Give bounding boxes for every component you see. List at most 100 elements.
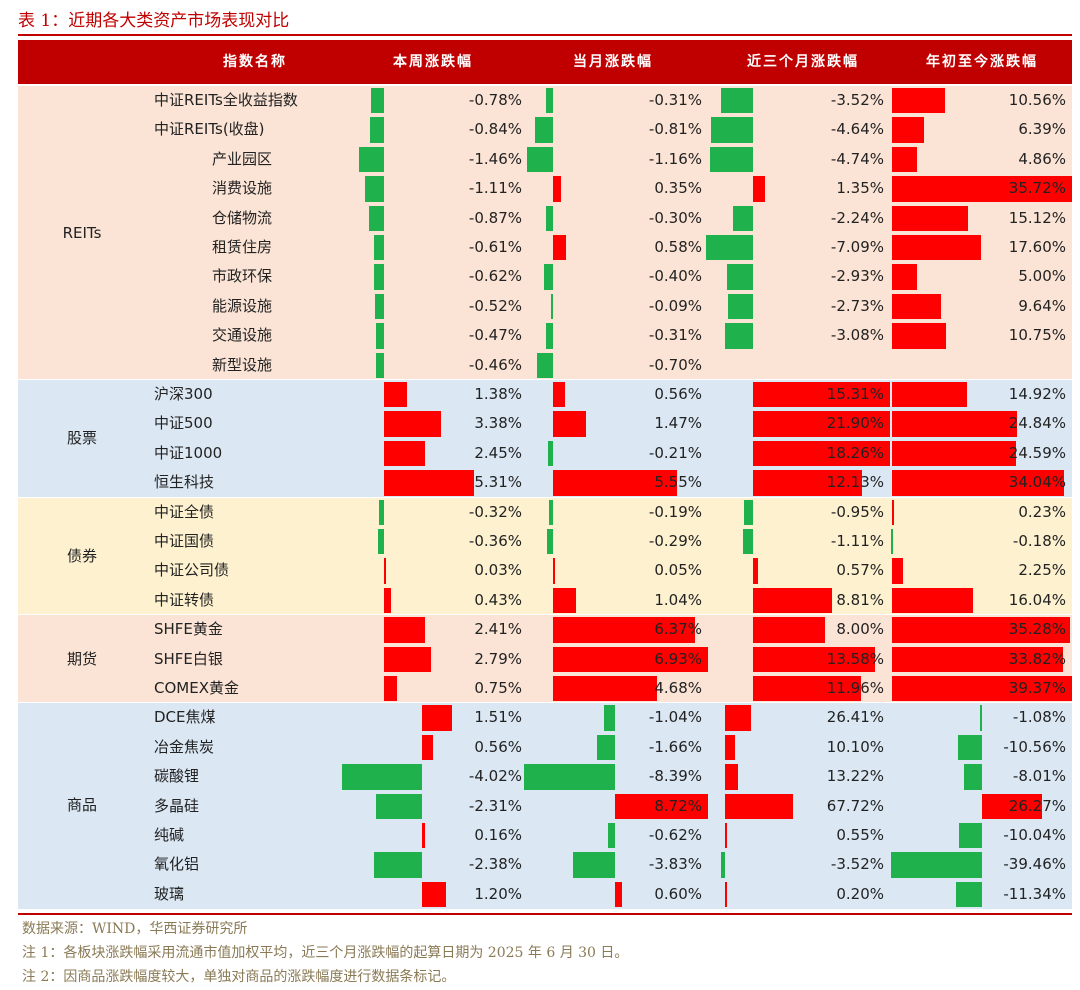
data-bar-month bbox=[534, 117, 553, 143]
value-m3: -3.08% bbox=[830, 326, 884, 345]
data-bar-m3 bbox=[744, 499, 753, 525]
data-bar-m3 bbox=[710, 146, 753, 173]
table-row: 中证REITs(收盘) -0.84% -0.81% -4.64% 6.39% bbox=[18, 115, 1072, 144]
value-m3: 0.20% bbox=[836, 884, 884, 903]
data-bar-month bbox=[553, 176, 561, 202]
index-name: 中证500 bbox=[154, 414, 213, 433]
value-month: -0.70% bbox=[648, 355, 702, 374]
value-m3: -2.24% bbox=[830, 208, 884, 227]
index-name: 中证公司债 bbox=[154, 561, 230, 580]
data-bar-month bbox=[523, 764, 615, 790]
data-bar-m3 bbox=[753, 470, 863, 496]
group-label: REITs bbox=[62, 224, 102, 242]
value-ytd: -1.08% bbox=[1012, 708, 1066, 727]
data-bar-month bbox=[553, 382, 566, 408]
value-week: -0.87% bbox=[468, 208, 522, 227]
index-name: 产业园区 bbox=[212, 149, 273, 168]
data-bar-week bbox=[384, 587, 392, 614]
data-bar-ytd bbox=[892, 617, 1071, 643]
data-bar-m3 bbox=[725, 734, 736, 761]
table-row: 能源设施 -0.52% -0.09% -2.73% 9.64% bbox=[18, 292, 1072, 321]
data-bar-month bbox=[603, 705, 615, 731]
data-bar-week bbox=[373, 264, 384, 290]
table-row: 租赁住房 -0.61% 0.58% -7.09% 17.60% bbox=[18, 233, 1072, 262]
value-month: 1.47% bbox=[654, 414, 702, 433]
data-bar-m3 bbox=[725, 881, 727, 908]
data-bar-m3 bbox=[753, 646, 876, 672]
value-month: -0.31% bbox=[648, 91, 702, 109]
data-bar-week bbox=[365, 176, 384, 202]
value-week: 0.56% bbox=[474, 737, 522, 756]
value-ytd: 26.27% bbox=[1008, 796, 1066, 815]
table-row: 中证转债 0.43% 1.04% 8.81% 16.04% bbox=[18, 586, 1072, 615]
value-ytd: -0.18% bbox=[1012, 532, 1066, 550]
value-m3: -3.52% bbox=[830, 855, 884, 874]
value-m3: -4.64% bbox=[830, 120, 884, 139]
value-month: -0.30% bbox=[648, 208, 702, 227]
data-bar-week bbox=[422, 705, 453, 731]
value-ytd: 0.23% bbox=[1018, 502, 1066, 521]
data-bar-month bbox=[608, 823, 615, 849]
table-row: 恒生科技 5.31% 5.55% 12.13% 34.04% bbox=[18, 468, 1072, 497]
data-bar-month bbox=[548, 440, 553, 467]
table-row: 中证1000 2.45% -0.21% 18.26% 24.59% bbox=[18, 439, 1072, 468]
index-name: 消费设施 bbox=[212, 179, 273, 198]
index-name: 中证转债 bbox=[154, 590, 215, 609]
data-bar-ytd bbox=[957, 734, 982, 761]
index-name: 仓储物流 bbox=[212, 208, 273, 227]
value-m3: 26.41% bbox=[826, 708, 884, 727]
table-row: 玻璃 1.20% 0.60% 0.20% -11.34% bbox=[18, 880, 1072, 909]
data-bar-week bbox=[384, 411, 442, 437]
value-month: -0.21% bbox=[648, 443, 702, 462]
value-month: -0.81% bbox=[648, 120, 702, 139]
data-bar-m3 bbox=[753, 676, 861, 702]
index-name: 中证REITs(收盘) bbox=[154, 120, 265, 139]
data-bar-m3 bbox=[743, 529, 753, 555]
value-m3: 15.31% bbox=[826, 385, 884, 403]
header-month-change: 当月涨跌幅 bbox=[573, 54, 653, 70]
data-bar-ytd bbox=[892, 293, 941, 320]
value-m3: 21.90% bbox=[826, 414, 884, 433]
value-month: 6.93% bbox=[654, 649, 702, 668]
data-bar-week bbox=[384, 440, 426, 467]
table-row: 消费设施 -1.11% 0.35% 1.35% 35.72% bbox=[18, 174, 1072, 203]
index-name: 中证全债 bbox=[154, 502, 215, 521]
value-week: 1.20% bbox=[474, 884, 522, 903]
data-bar-week bbox=[369, 117, 384, 143]
value-month: -0.09% bbox=[648, 296, 702, 315]
data-bar-m3 bbox=[732, 205, 753, 231]
data-bar-month bbox=[553, 676, 658, 702]
value-month: 0.60% bbox=[654, 884, 702, 903]
data-bar-ytd bbox=[892, 646, 1063, 672]
value-ytd: 24.84% bbox=[1008, 414, 1066, 433]
value-week: -0.36% bbox=[468, 532, 522, 550]
value-ytd: 4.86% bbox=[1018, 149, 1066, 168]
index-name: 多晶硅 bbox=[154, 796, 200, 815]
data-bar-week bbox=[422, 881, 446, 908]
value-week: 0.16% bbox=[474, 826, 522, 844]
value-m3: 0.57% bbox=[836, 561, 884, 580]
value-ytd: -10.56% bbox=[1003, 737, 1066, 756]
value-month: 0.05% bbox=[654, 561, 702, 580]
value-m3: -7.09% bbox=[830, 238, 884, 256]
value-ytd: 34.04% bbox=[1008, 473, 1066, 492]
table-row: 新型设施 -0.46% -0.70% bbox=[18, 351, 1072, 380]
table-row: 市政环保 -0.62% -0.40% -2.93% 5.00% bbox=[18, 262, 1072, 291]
header-index-name: 指数名称 bbox=[223, 54, 287, 70]
data-bar-m3 bbox=[725, 323, 753, 349]
value-week: -1.46% bbox=[468, 149, 522, 168]
value-week: -0.46% bbox=[468, 355, 522, 374]
data-bar-ytd bbox=[892, 264, 918, 290]
value-m3: 13.22% bbox=[826, 767, 884, 786]
data-bar-month bbox=[546, 323, 553, 349]
value-ytd: 33.82% bbox=[1008, 649, 1066, 668]
value-week: 0.75% bbox=[474, 679, 522, 697]
value-week: -2.31% bbox=[468, 796, 522, 815]
data-bar-month bbox=[527, 146, 553, 173]
data-bar-ytd bbox=[892, 411, 1018, 437]
value-month: 1.04% bbox=[654, 590, 702, 609]
data-bar-m3 bbox=[706, 235, 753, 261]
value-ytd: 10.75% bbox=[1008, 326, 1066, 345]
value-ytd: -10.04% bbox=[1003, 826, 1066, 844]
value-month: 4.68% bbox=[654, 679, 702, 697]
